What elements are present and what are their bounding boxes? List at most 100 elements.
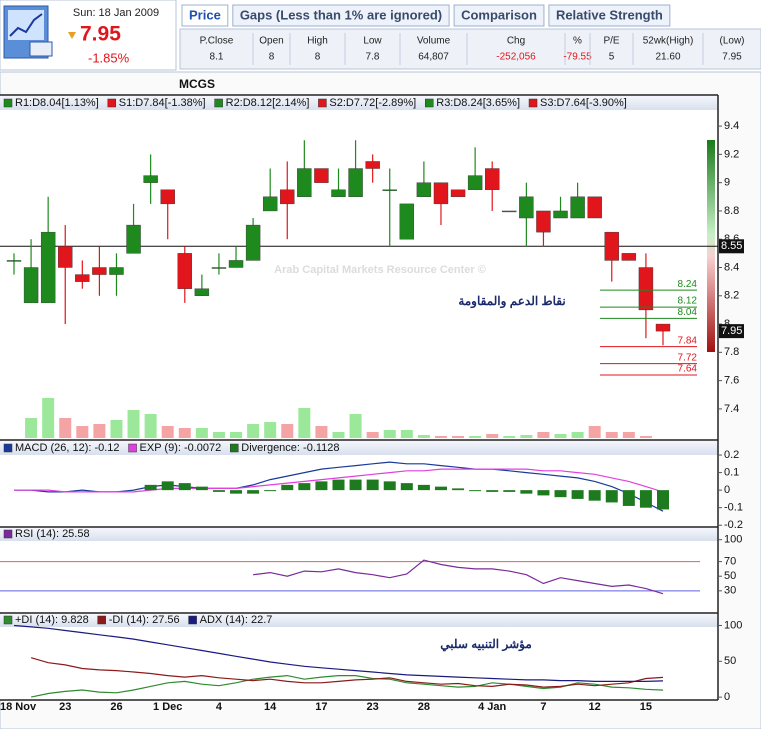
histogram-bar: [298, 483, 311, 491]
stat-label: P/E: [603, 36, 619, 47]
histogram-bar: [247, 490, 260, 494]
volume-bar: [298, 408, 311, 438]
legend-label: Divergence: -0.1128: [241, 442, 339, 454]
level-label: 7.64: [678, 364, 698, 375]
legend-label: S2:D7.72[-2.89%]: [329, 97, 416, 109]
volume-bar: [503, 436, 516, 438]
stat-value: 21.60: [655, 52, 680, 63]
candle-body: [433, 182, 449, 205]
volume-bar: [230, 432, 243, 438]
volume-bar: [434, 436, 447, 438]
volume-bar: [417, 435, 430, 438]
tab[interactable]: [181, 4, 229, 27]
candle-body: [485, 168, 500, 190]
volume-bar: [59, 418, 72, 438]
x-tick-label: 4 Jan: [478, 701, 506, 713]
y-tick-label: 7.6: [724, 375, 739, 387]
histogram-bar: [332, 479, 345, 491]
candle-body: [416, 182, 432, 198]
candle-body: [23, 267, 39, 304]
x-tick-label: 4: [216, 701, 223, 713]
candle-body: [109, 267, 124, 275]
x-tick-label: 23: [59, 701, 71, 713]
stat-label: Open: [259, 36, 283, 47]
candle-body: [638, 267, 654, 311]
stats: P.Close 8.1 Open 8 High 8 Low 7.8 Volume 64,807 Ch…: [200, 33, 745, 65]
volume-bar: [127, 410, 140, 438]
volume-bar: [281, 424, 294, 438]
histogram-bar: [588, 490, 601, 501]
y-tick-label: 0.2: [724, 449, 739, 461]
stat-value: -79.55: [563, 52, 592, 63]
indicator-line: [30, 674, 664, 698]
stat-value: 7.8: [366, 52, 380, 63]
down-arrow: [68, 32, 76, 39]
candle-body: [621, 253, 637, 261]
y-tick-label: 8.8: [724, 205, 739, 217]
tab[interactable]: [548, 4, 671, 27]
legend-swatch: [188, 615, 197, 625]
x-tick-label: 18 Nov: [0, 701, 37, 713]
stats-box: [179, 28, 761, 70]
candle-body: [655, 323, 671, 332]
histogram-bar: [315, 481, 328, 491]
volume-bar: [144, 414, 157, 438]
histogram-bar: [264, 490, 277, 492]
volume-bar: [537, 432, 550, 438]
volume-bar: [212, 432, 225, 438]
candle-body: [75, 274, 90, 282]
volume-bar: [588, 426, 601, 438]
level-label: 8.12: [678, 296, 698, 307]
legend-swatch: [3, 615, 13, 625]
histogram-bar: [144, 484, 157, 491]
tab[interactable]: [232, 4, 450, 27]
legend-label: EXP (9): -0.0072: [140, 442, 222, 454]
histogram-bar: [503, 490, 516, 492]
stat-value: 5: [609, 52, 615, 63]
candle-body: [194, 288, 210, 296]
x-tick-label: 7: [540, 701, 546, 713]
stat-label: Low: [363, 36, 382, 47]
legend-label: S3:D7.64[-3.90%]: [540, 97, 627, 109]
histogram-bar: [520, 490, 533, 494]
histogram-bar: [639, 490, 652, 508]
logo: [3, 5, 53, 59]
candle-body: [570, 196, 585, 219]
y-tick-label: 9.4: [724, 120, 739, 132]
legend-strip: [0, 528, 718, 541]
tab-label: Price: [189, 7, 221, 22]
candle-body: [348, 168, 363, 198]
volume-bar: [605, 432, 618, 438]
level-label: 7.72: [678, 352, 698, 363]
level-label: 7.84: [678, 335, 698, 346]
legend-strip: [0, 441, 718, 455]
level-label: 8.04: [678, 307, 698, 318]
stat-label: %: [573, 36, 582, 47]
level-label: 8.24: [678, 279, 698, 290]
legend-label: -DI (14): 27.56: [109, 614, 180, 626]
candle-body: [297, 168, 312, 198]
histogram-bar: [605, 490, 618, 503]
candle-body: [536, 210, 551, 233]
indicator-line: [13, 624, 664, 682]
y-tick-label: 50: [724, 655, 736, 667]
stat-label: Volume: [417, 36, 451, 47]
candle-body: [143, 175, 158, 183]
volume-bar: [366, 432, 379, 438]
legend-label: ADX (14): 22.7: [200, 614, 273, 626]
stat-label: Chg: [507, 36, 525, 47]
volume-bar: [639, 436, 652, 438]
y-tick-label: 70: [724, 556, 736, 568]
reference-label: 8.55: [721, 240, 742, 252]
candle-body: [177, 253, 192, 289]
stat-value: 8: [315, 52, 321, 63]
y-tick-label: 0.1: [724, 466, 739, 478]
y-tick-label: 9.2: [724, 148, 739, 160]
stat-label: High: [307, 36, 328, 47]
rsi-panel: [0, 528, 718, 612]
volume-bar: [332, 432, 345, 438]
legend-swatch: [3, 98, 13, 108]
volume-bar: [76, 426, 89, 438]
y-tick-label: 8: [724, 318, 730, 330]
tab[interactable]: [453, 4, 545, 27]
